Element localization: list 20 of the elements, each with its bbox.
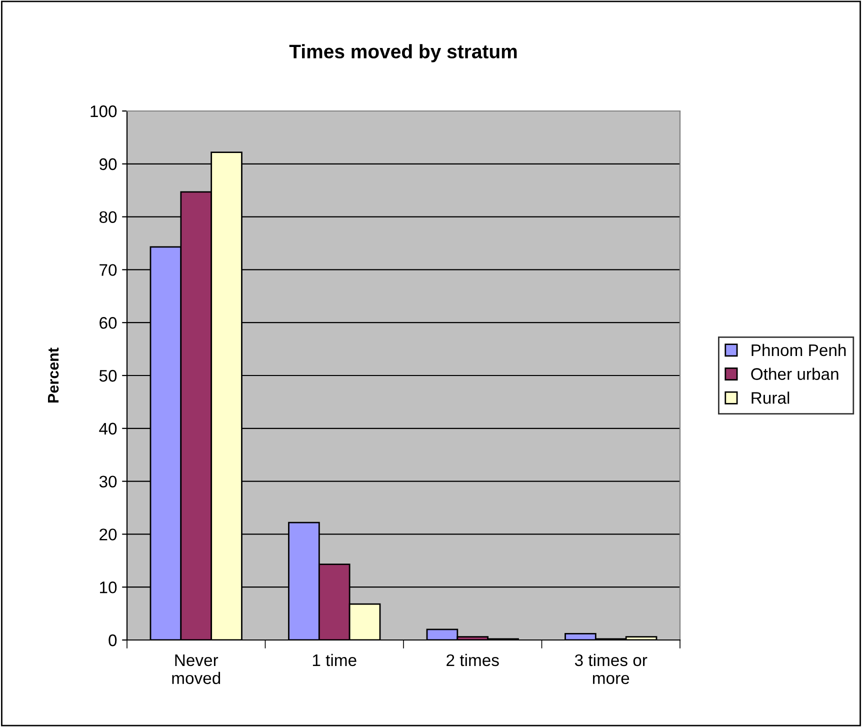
legend-label: Phnom Penh <box>752 344 846 356</box>
y-tick-label: 80 <box>99 211 117 224</box>
y-tick-label: 30 <box>99 476 117 488</box>
legend-label: Other urban <box>751 368 838 380</box>
y-tick-label: 10 <box>100 582 117 594</box>
x-tick-label: 3 times or more <box>574 654 648 684</box>
x-tick-label: 1 time <box>312 654 356 666</box>
chart-title: Times moved by stratum <box>289 44 517 62</box>
y-tick-label: 20 <box>100 528 117 540</box>
x-tick-label: 2 times <box>446 654 499 666</box>
y-tick-label: 50 <box>99 370 117 382</box>
y-tick-label: 40 <box>99 422 117 435</box>
y-axis-title: Percent <box>48 348 59 402</box>
y-tick-label: 90 <box>100 158 117 170</box>
y-tick-label: 60 <box>100 317 117 329</box>
x-tick-label: Never moved <box>172 654 220 684</box>
y-tick-label: 100 <box>90 105 117 118</box>
legend-label: Rural <box>752 392 790 404</box>
y-tick-label: 0 <box>108 634 117 646</box>
y-tick-label: 70 <box>100 264 117 276</box>
